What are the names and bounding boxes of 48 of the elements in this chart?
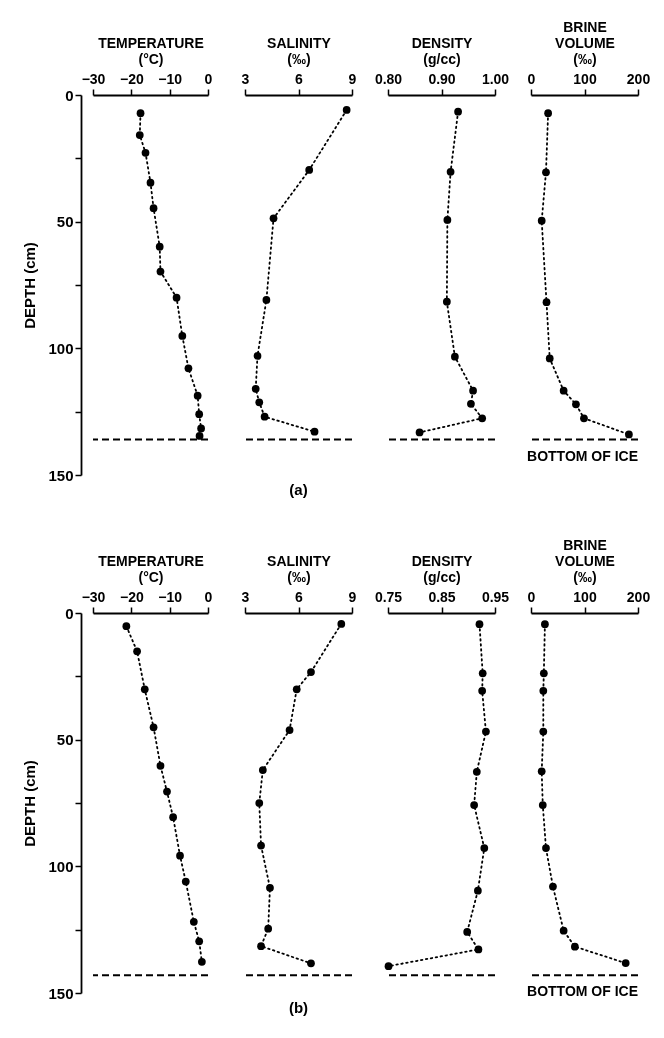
x-tick-label: 0 (527, 588, 536, 605)
y-axis-title: DEPTH (cm) (21, 242, 39, 329)
y-axis-title: DEPTH (cm) (21, 760, 39, 847)
x-tick-label: 6 (295, 70, 304, 87)
x-axis-title: DENSITY (g/cc) (411, 552, 473, 585)
x-tick-label: 3 (241, 70, 250, 87)
x-tick-label: 9 (348, 588, 357, 605)
x-tick-label: 0 (204, 588, 213, 605)
x-tick-label: 0 (204, 70, 213, 87)
y-tick-label: 50 (56, 213, 74, 231)
x-tick-label: 0.75 (374, 588, 403, 605)
x-tick-label: 0.80 (374, 70, 403, 87)
ref-line-label: BOTTOM OF ICE (527, 983, 638, 1000)
x-tick-label: 100 (573, 588, 597, 605)
x-tick-label: −10 (158, 588, 183, 605)
y-tick-label: 100 (48, 857, 74, 875)
x-tick-label: 6 (295, 588, 304, 605)
x-tick-label: −20 (119, 70, 144, 87)
x-axis-title: TEMPERATURE (°C) (98, 34, 204, 67)
text: (a) (289, 481, 308, 498)
y-tick-label: 50 (56, 731, 74, 749)
x-tick-label: −20 (119, 588, 144, 605)
y-tick-label: 0 (65, 86, 74, 104)
x-axis-title: SALINITY (‰) (267, 552, 332, 585)
y-tick-label: 0 (65, 604, 74, 622)
x-tick-label: −30 (81, 70, 106, 87)
x-tick-label: 3 (241, 588, 250, 605)
x-axis-title: DENSITY (g/cc) (411, 34, 473, 67)
ref-line-label: BOTTOM OF ICE (527, 447, 638, 464)
x-tick-label: 200 (626, 70, 651, 87)
y-tick-label: 150 (48, 466, 74, 484)
x-tick-label: 0.95 (481, 588, 510, 605)
x-tick-label: −30 (81, 588, 106, 605)
y-tick-label: 150 (48, 984, 74, 1002)
x-tick-label: 200 (626, 588, 651, 605)
x-tick-label: 100 (573, 70, 597, 87)
x-tick-label: 0.85 (428, 588, 456, 605)
x-tick-label: 9 (348, 70, 357, 87)
x-tick-label: 0 (527, 70, 536, 87)
x-tick-label: −10 (158, 70, 183, 87)
x-axis-title: BRINE VOLUME (‰) (555, 18, 615, 67)
y-tick-label: 100 (48, 339, 74, 357)
text: (b) (288, 999, 309, 1016)
x-tick-label: 1.00 (481, 70, 510, 87)
x-axis-title: BRINE VOLUME (‰) (555, 536, 615, 585)
x-axis-title: TEMPERATURE (°C) (98, 552, 204, 585)
x-axis-title: SALINITY (‰) (267, 34, 332, 67)
x-tick-label: 0.90 (428, 70, 456, 87)
